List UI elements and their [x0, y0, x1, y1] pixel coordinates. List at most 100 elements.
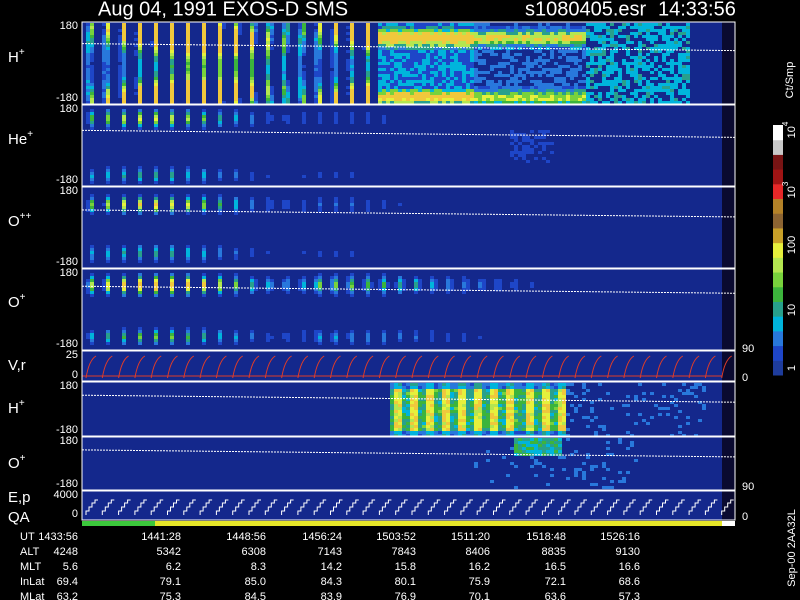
spectrogram-cell [590, 483, 594, 486]
spectrogram-cell [530, 422, 534, 425]
spectrogram-cell [534, 444, 538, 447]
spectrogram-cell [666, 80, 670, 83]
spectrogram-cell [286, 92, 290, 95]
spectrogram-cell [466, 410, 470, 413]
right-tick-label: 90 [742, 343, 754, 355]
spectrogram-cell [638, 50, 642, 53]
spectrogram-cell [170, 32, 174, 35]
spectrogram-cell [122, 169, 126, 172]
spectrogram-cell [638, 56, 642, 59]
spectrogram-cell [402, 422, 406, 425]
spectrogram-cell [558, 401, 562, 404]
spectrogram-cell [398, 386, 402, 389]
spectrogram-cell [330, 339, 334, 342]
spectrogram-cell [334, 251, 338, 254]
spectrogram-cell [534, 398, 538, 401]
spectrogram-cell [366, 68, 370, 71]
spectrogram-cell [678, 101, 682, 104]
spectrogram-cell [430, 291, 434, 294]
spectrogram-cell [526, 160, 530, 163]
cell: 5.6 [63, 561, 78, 573]
spectrogram-cell [518, 74, 522, 77]
spectrogram-cell [266, 83, 270, 86]
spectrogram-cell [546, 438, 550, 441]
spectrogram-cell [562, 413, 566, 416]
spectrogram-cell [562, 401, 566, 404]
spectrogram-cell [426, 71, 430, 74]
spectrogram-cell [186, 115, 190, 118]
spectrogram-cell [550, 441, 554, 444]
spectrogram-cell [426, 89, 430, 92]
spectrogram-cell [282, 333, 286, 336]
spectrogram-cell [390, 419, 394, 422]
spectrogram-cell [526, 44, 530, 47]
spectrogram-cell [170, 44, 174, 47]
spectrogram-cell [90, 206, 94, 209]
spectrogram-cell [218, 86, 222, 89]
spectrogram-cell [346, 38, 350, 41]
spectrogram-cell [90, 254, 94, 257]
spectrogram-cell [350, 59, 354, 62]
spectrogram-cell [106, 342, 110, 345]
spectrogram-cell [106, 200, 110, 203]
spectrogram-cell [498, 35, 502, 38]
spectrogram-cell [430, 431, 434, 434]
spectrogram-cell [102, 35, 106, 38]
spectrogram-cell [562, 456, 566, 459]
spectrogram-cell [478, 23, 482, 26]
spectrogram-cell [202, 178, 206, 181]
spectrogram-cell [202, 172, 206, 175]
spectrogram-cell [430, 50, 434, 53]
spectrogram-cell [282, 86, 286, 89]
spectrogram-cell [286, 89, 290, 92]
spectrogram-cell [390, 50, 394, 53]
spectrogram-cell [234, 38, 238, 41]
spectrogram-cell [410, 404, 414, 407]
spectrogram-cell [398, 389, 402, 392]
spectrogram-cell [386, 56, 390, 59]
spectrogram-cell [250, 115, 254, 118]
spectrogram-cell [666, 77, 670, 80]
spectrogram-cell [678, 80, 682, 83]
spectrogram-cell [414, 282, 418, 285]
spectrogram-cell [318, 251, 322, 254]
spectrogram-cell [426, 86, 430, 89]
spectrogram-cell [154, 279, 158, 282]
panel-label-sup: + [19, 47, 25, 58]
spectrogram-cell [298, 26, 302, 29]
spectrogram-cell [186, 285, 190, 288]
spectrogram-cell [314, 68, 318, 71]
spectrogram-cell [186, 294, 190, 297]
spectrogram-cell [222, 23, 226, 26]
spectrogram-cell [454, 101, 458, 104]
spectrogram-cell [526, 444, 530, 447]
spectrogram-cell [86, 92, 90, 95]
spectrogram-cell [454, 419, 458, 422]
spectrogram-cell [470, 32, 474, 35]
spectrogram-cell [562, 44, 566, 47]
spectrogram-cell [618, 101, 622, 104]
spectrogram-cell [350, 23, 354, 26]
spectrogram-cell [138, 118, 142, 121]
spectrogram-cell [486, 419, 490, 422]
spectrogram-cell [366, 74, 370, 77]
spectrogram-cell [514, 83, 518, 86]
spectrogram-cell [410, 395, 414, 398]
spectrogram-cell [134, 38, 138, 41]
spectrogram-cell [410, 77, 414, 80]
spectrogram-cell [634, 23, 638, 26]
spectrogram-cell [390, 392, 394, 395]
spectrogram-cell [530, 456, 534, 459]
spectrogram-cell [234, 109, 238, 112]
spectrogram-cell [578, 26, 582, 29]
spectrogram-cell [414, 392, 418, 395]
spectrogram-cell [586, 65, 590, 68]
spectrogram-cell [90, 71, 94, 74]
spectrogram-cell [514, 157, 518, 160]
file-name: s1080405.esr [525, 0, 647, 20]
spectrogram-cell [234, 212, 238, 215]
spectrogram-cell [434, 407, 438, 410]
spectrogram-cell [534, 407, 538, 410]
spectrogram-cell [474, 77, 478, 80]
spectrogram-cell [390, 422, 394, 425]
